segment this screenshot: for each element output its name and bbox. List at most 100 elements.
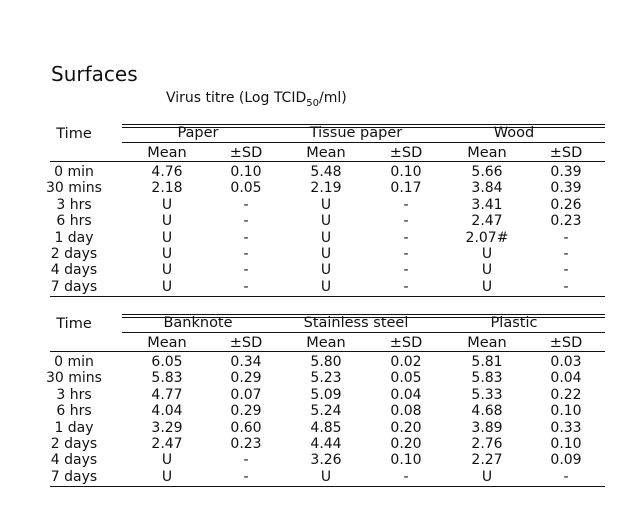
value-cell: -	[563, 262, 569, 279]
caption-subscript: 50	[306, 97, 319, 109]
value-cell: 3.89	[471, 419, 503, 436]
value-cell: 3.26	[310, 452, 342, 469]
time-cell: 7 days	[50, 278, 98, 295]
value-cell: 0.10	[550, 436, 582, 452]
value-cell: 0.26	[550, 196, 582, 213]
time-cell: 30 mins	[46, 370, 102, 387]
group-header: Paper	[177, 125, 219, 141]
value-cell: 3.41	[471, 196, 503, 213]
value-cell: -	[403, 468, 409, 485]
time-cell: 1 day	[54, 419, 94, 436]
time-cell: 0 min	[54, 354, 94, 370]
value-cell: 4.76	[151, 164, 183, 180]
table-caption: Virus titre (Log TCID50/ml)	[166, 90, 347, 109]
value-cell: 2.27	[471, 452, 503, 469]
value-cell: 6.05	[151, 354, 183, 370]
value-cell: 0.09	[550, 452, 582, 469]
value-cell: -	[243, 229, 249, 246]
value-cell: -	[403, 229, 409, 246]
time-header: Time	[56, 126, 92, 142]
group-rule	[122, 332, 605, 333]
time-cell: 6 hrs	[56, 403, 92, 420]
value-cell: 5.83	[151, 370, 183, 387]
column-subheader: Mean	[467, 145, 507, 161]
value-cell: 4.77	[151, 386, 183, 403]
value-cell: 5.24	[310, 403, 342, 420]
group-rule	[122, 142, 605, 143]
value-cell: 0.10	[550, 403, 582, 420]
value-cell: U	[161, 262, 173, 279]
value-cell: -	[243, 468, 249, 485]
value-cell: 0.08	[390, 403, 422, 420]
time-cell: 4 days	[50, 452, 98, 469]
group-header: Plastic	[490, 315, 538, 331]
value-cell: 0.20	[390, 436, 422, 452]
top-rule	[122, 124, 605, 125]
time-cell: 7 days	[50, 468, 98, 485]
value-cell: -	[563, 229, 569, 246]
value-cell: U	[161, 278, 173, 295]
value-cell: -	[243, 278, 249, 295]
value-cell: 5.33	[471, 386, 503, 403]
time-cell: 1 day	[54, 229, 94, 246]
value-cell: U	[320, 278, 332, 295]
top-rule	[122, 317, 605, 318]
column-subheader: Mean	[147, 335, 187, 351]
value-cell: 0.29	[230, 403, 262, 420]
value-cell: 0.02	[390, 354, 422, 370]
value-cell: 0.03	[550, 354, 582, 370]
group-header: Stainless steel	[303, 315, 409, 331]
value-cell: 5.48	[310, 164, 342, 180]
value-cell: U	[481, 262, 493, 279]
time-cell: 4 days	[50, 262, 98, 279]
value-cell: U	[481, 278, 493, 295]
column-subheader: ±SD	[229, 335, 263, 351]
value-cell: U	[320, 262, 332, 279]
column-subheader: ±SD	[389, 335, 423, 351]
value-cell: 0.05	[390, 370, 422, 387]
value-cell: 2.47	[471, 213, 503, 230]
value-cell: U	[320, 196, 332, 213]
value-cell: 4.85	[310, 419, 342, 436]
caption-prefix: Virus titre (Log TCID	[166, 90, 307, 106]
group-header: Wood	[493, 125, 535, 141]
value-cell: 5.80	[310, 354, 342, 370]
value-cell: 2.19	[310, 180, 342, 197]
value-cell: 5.23	[310, 370, 342, 387]
value-cell: -	[243, 213, 249, 230]
value-cell: 4.04	[151, 403, 183, 420]
value-cell: 0.39	[550, 180, 582, 197]
bottom-rule	[50, 296, 605, 298]
value-cell: 2.18	[151, 180, 183, 197]
value-cell: -	[403, 262, 409, 279]
time-cell: 0 min	[54, 164, 94, 180]
value-cell: 0.17	[390, 180, 422, 197]
top-rule	[122, 127, 605, 128]
value-cell: -	[403, 246, 409, 262]
time-cell: 30 mins	[46, 180, 102, 197]
time-header: Time	[56, 316, 92, 332]
value-cell: 5.83	[471, 370, 503, 387]
value-cell: 4.44	[310, 436, 342, 452]
time-cell: 2 days	[50, 436, 98, 452]
value-cell: 5.09	[310, 386, 342, 403]
value-cell: -	[403, 196, 409, 213]
value-cell: 0.39	[550, 164, 582, 180]
value-cell: 3.29	[151, 419, 183, 436]
value-cell: 0.29	[230, 370, 262, 387]
value-cell: 0.22	[550, 386, 582, 403]
value-cell: U	[161, 452, 173, 469]
time-cell: 3 hrs	[56, 386, 92, 403]
value-cell: U	[320, 468, 332, 485]
value-cell: 2.07#	[465, 229, 509, 246]
column-subheader: ±SD	[549, 145, 583, 161]
bottom-rule	[50, 486, 605, 488]
time-cell: 2 days	[50, 246, 98, 262]
value-cell: 0.34	[230, 354, 262, 370]
value-cell: U	[161, 213, 173, 230]
value-cell: U	[161, 196, 173, 213]
header-rule	[50, 351, 605, 352]
value-cell: 4.68	[471, 403, 503, 420]
header-rule	[50, 161, 605, 162]
value-cell: 0.23	[550, 213, 582, 230]
